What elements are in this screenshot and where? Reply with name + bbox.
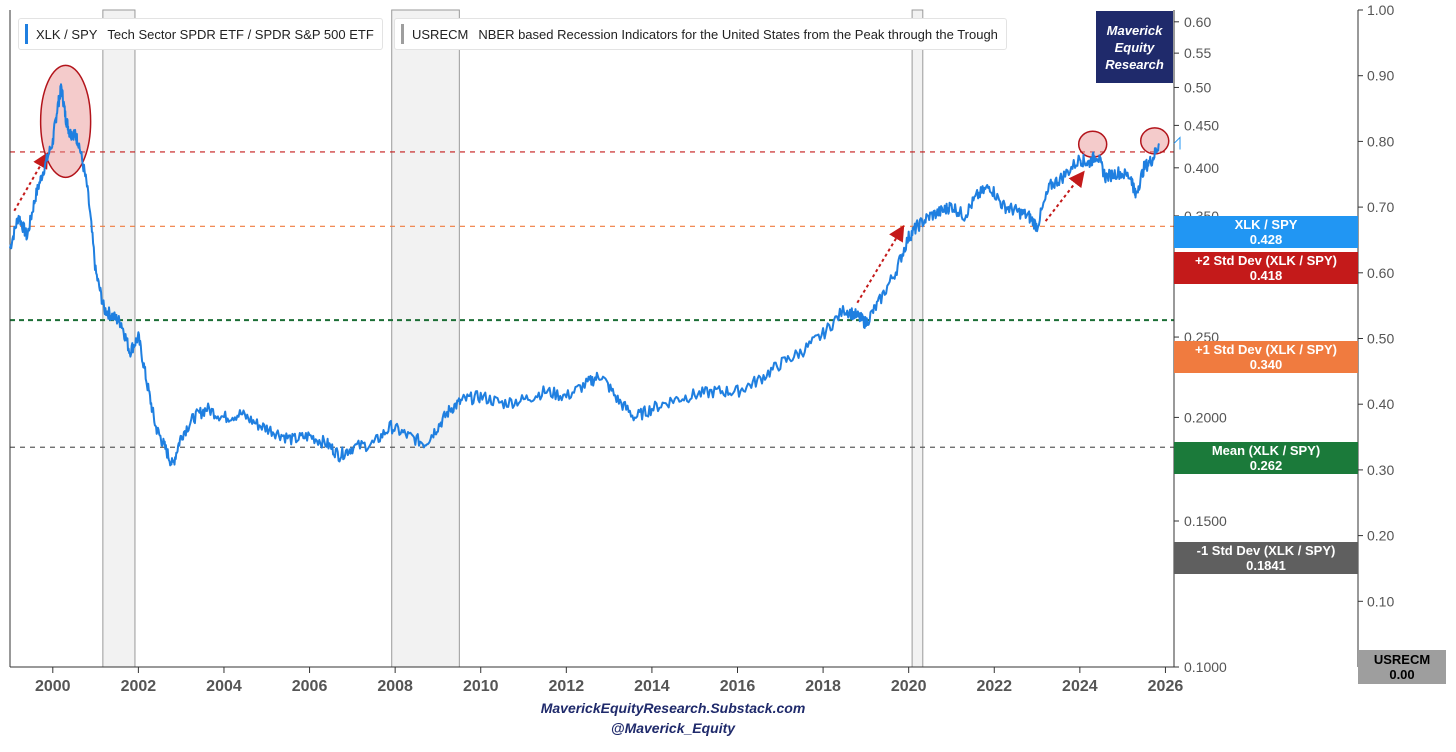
right-y-tick-label: 0.60 — [1367, 265, 1394, 281]
right-y-tick-label: 0.70 — [1367, 199, 1394, 215]
legend-series-desc: Tech Sector SPDR ETF / SPDR S&P 500 ETF — [107, 26, 374, 42]
right-y-tick-label: 0.90 — [1367, 68, 1394, 84]
reference-lines — [10, 151, 1174, 448]
usrec-code: USRECM — [1373, 652, 1431, 667]
minus1-std-value: 0.1841 — [1246, 558, 1286, 573]
x-tick-label: 2022 — [976, 678, 1012, 695]
plus1-std-badge: +1 Std Dev (XLK / SPY) 0.340 — [1174, 341, 1358, 373]
x-tick-label: 2010 — [463, 678, 499, 695]
trend-arrow — [13, 151, 49, 212]
plus2-std-name: +2 Std Dev (XLK / SPY) — [1195, 253, 1337, 268]
x-tick-label: 2008 — [377, 678, 413, 695]
mean-name: Mean (XLK / SPY) — [1211, 443, 1321, 458]
left-y-tick-label: 0.55 — [1184, 45, 1211, 61]
legend-series[interactable]: XLK / SPY Tech Sector SPDR ETF / SPDR S&… — [18, 18, 383, 50]
brand-logo: Maverick Equity Research — [1096, 11, 1173, 83]
left-y-tick-label: 0.60 — [1184, 14, 1211, 30]
series-line — [9, 83, 1160, 467]
footer-handle[interactable]: @Maverick_Equity — [610, 720, 736, 736]
left-y-tick-label: 0.1000 — [1184, 659, 1227, 675]
current-connector — [1173, 136, 1181, 150]
current-value-name: XLK / SPY — [1234, 217, 1298, 232]
plus1-std-value: 0.340 — [1249, 357, 1283, 372]
recession-band — [911, 9, 924, 668]
series-swatch — [25, 24, 28, 44]
current-value: 0.428 — [1249, 232, 1283, 247]
right-y-tick-label: 0.30 — [1367, 462, 1394, 478]
recession-shading — [102, 9, 924, 668]
left-y-tick-label: 0.1500 — [1184, 513, 1227, 529]
annotations — [13, 64, 1181, 304]
x-tick-label: 2006 — [292, 678, 328, 695]
mean-value: 0.262 — [1249, 458, 1283, 473]
brand-line-1: Maverick — [1106, 22, 1163, 38]
legend-recession[interactable]: USRECM NBER based Recession Indicators f… — [394, 18, 1007, 50]
x-tick-label: 2000 — [35, 678, 71, 695]
plus1-std-name: +1 Std Dev (XLK / SPY) — [1195, 342, 1337, 357]
axes — [9, 9, 1363, 673]
x-tick-label: 2020 — [891, 678, 927, 695]
minus1-std-name: -1 Std Dev (XLK / SPY) — [1196, 543, 1336, 558]
recession-band — [102, 9, 136, 668]
x-tick-label: 2024 — [1062, 678, 1098, 695]
plus2-std-badge: +2 Std Dev (XLK / SPY) 0.418 — [1174, 252, 1358, 284]
right-y-tick-label: 0.20 — [1367, 528, 1394, 544]
usrec-badge: USRECM 0.00 — [1358, 650, 1446, 684]
x-tick-label: 2018 — [805, 678, 841, 695]
legend-series-code: XLK / SPY — [36, 26, 98, 42]
x-tick-label: 2026 — [1148, 678, 1184, 695]
trend-arrow — [856, 224, 905, 304]
plus2-std-value: 0.418 — [1249, 268, 1283, 283]
left-y-tick-label: 0.400 — [1184, 160, 1219, 176]
usrec-value: 0.00 — [1389, 667, 1415, 682]
current-value-badge: XLK / SPY 0.428 — [1174, 216, 1358, 248]
x-tick-label: 2012 — [549, 678, 585, 695]
brand-line-3: Research — [1105, 56, 1164, 72]
right-y-tick-label: 0.10 — [1367, 593, 1394, 609]
right-y-tick-label: 0.80 — [1367, 133, 1394, 149]
mean-badge: Mean (XLK / SPY) 0.262 — [1174, 442, 1358, 474]
series-layer — [9, 83, 1160, 467]
left-y-tick-label: 0.50 — [1184, 79, 1211, 95]
x-tick-label: 2002 — [121, 678, 157, 695]
brand-line-2: Equity — [1114, 39, 1155, 55]
legend-recession-code: USRECM — [412, 26, 469, 42]
x-tick-label: 2014 — [634, 678, 670, 695]
recession-band — [391, 9, 460, 668]
right-y-tick-label: 0.50 — [1367, 331, 1394, 347]
x-tick-label: 2016 — [720, 678, 756, 695]
footer-url[interactable]: MaverickEquityResearch.Substack.com — [540, 700, 806, 716]
x-tick-label: 2004 — [206, 678, 242, 695]
recession-swatch — [401, 24, 404, 44]
right-y-tick-label: 1.00 — [1367, 2, 1394, 18]
legend-recession-desc: NBER based Recession Indicators for the … — [478, 26, 998, 42]
left-y-tick-label: 0.2000 — [1184, 409, 1227, 425]
right-y-tick-label: 0.40 — [1367, 396, 1394, 412]
minus1-std-badge: -1 Std Dev (XLK / SPY) 0.1841 — [1174, 542, 1358, 574]
left-y-tick-label: 0.450 — [1184, 117, 1219, 133]
